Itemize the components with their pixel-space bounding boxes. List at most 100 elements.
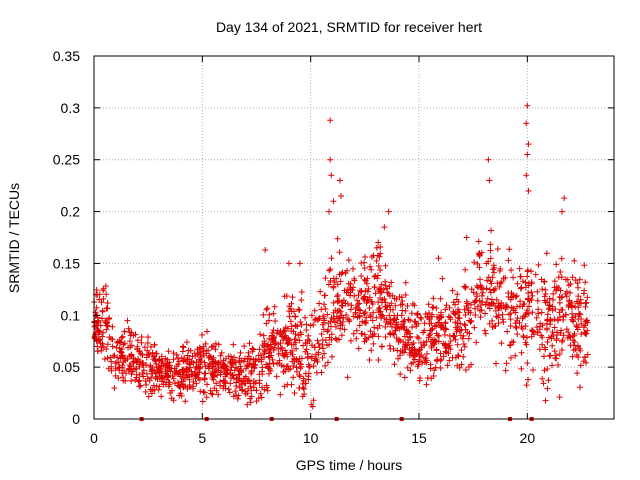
data-point [374, 275, 381, 282]
data-point [555, 361, 562, 368]
data-point [402, 292, 409, 299]
data-point [475, 238, 482, 245]
data-point [326, 341, 333, 348]
data-point [324, 359, 331, 366]
data-point [427, 331, 434, 338]
data-point [197, 351, 204, 358]
data-point [249, 345, 256, 352]
data-point [495, 304, 501, 311]
data-point [109, 323, 116, 330]
data-point [361, 310, 368, 317]
data-point [336, 177, 343, 184]
data-point [272, 318, 279, 325]
data-point [476, 307, 483, 314]
data-point [411, 302, 418, 309]
data-point [388, 323, 395, 330]
data-point [556, 351, 563, 358]
y-axis-label: SRMTID / TECUs [6, 183, 22, 293]
data-point [567, 289, 574, 296]
data-point [171, 380, 178, 387]
data-point [514, 280, 521, 287]
data-point [318, 369, 325, 376]
data-point [322, 362, 329, 369]
data-point [458, 347, 465, 354]
data-point [543, 250, 550, 257]
data-point [487, 241, 494, 248]
data-point [425, 301, 432, 308]
data-point [327, 266, 334, 273]
data-point [487, 247, 494, 254]
data-point [432, 364, 439, 371]
data-point [553, 286, 560, 293]
data-point [179, 348, 186, 355]
data-point [269, 336, 276, 343]
data-point [350, 313, 357, 320]
data-point [489, 323, 496, 330]
data-point [365, 285, 372, 292]
axis-ticks: 0 5 10 15 20 0 0.05 0.1 0.15 0.2 0.25 0.3 0.35 [53, 48, 614, 446]
data-point [363, 300, 370, 307]
data-point [496, 267, 503, 274]
data-point [512, 352, 519, 359]
data-point [209, 364, 216, 371]
data-point [575, 354, 582, 361]
data-point [282, 347, 289, 354]
data-point [486, 286, 493, 293]
data-point [324, 311, 331, 318]
data-point [349, 265, 356, 272]
data-point [99, 308, 106, 315]
data-point [182, 398, 189, 405]
data-point [157, 365, 164, 372]
data-point [295, 332, 302, 339]
data-point [300, 375, 307, 382]
data-point [227, 367, 234, 374]
grid-lines [94, 56, 614, 419]
data-point [118, 353, 125, 360]
data-point [170, 350, 177, 357]
data-point [174, 379, 181, 386]
data-point [296, 384, 303, 391]
data-point [358, 330, 365, 337]
data-point [327, 318, 334, 325]
data-point [202, 363, 209, 370]
chart-title: Day 134 of 2021, SRMTID for receiver her… [216, 19, 482, 35]
data-point [237, 363, 244, 370]
data-point [514, 315, 521, 322]
data-point [144, 339, 151, 346]
data-point [578, 320, 585, 327]
data-point [528, 297, 535, 304]
data-point [524, 360, 531, 367]
data-point [544, 385, 551, 392]
data-point [545, 306, 552, 313]
data-point [530, 331, 537, 338]
data-point [536, 346, 543, 353]
data-point [539, 334, 546, 341]
data-point [559, 208, 565, 215]
data-point [407, 367, 414, 374]
data-point [276, 329, 283, 336]
data-point [303, 327, 310, 334]
data-point [196, 376, 203, 383]
data-point [404, 328, 411, 335]
data-point [280, 337, 287, 344]
data-point [534, 297, 541, 304]
data-point [519, 315, 526, 322]
data-point [293, 345, 300, 352]
data-point [140, 367, 147, 374]
data-point [344, 300, 351, 307]
data-point [381, 224, 388, 231]
x-tick-label: 5 [198, 430, 206, 446]
data-point [212, 346, 219, 353]
data-point [187, 361, 194, 368]
data-point [237, 349, 244, 356]
data-point [276, 360, 283, 367]
data-point [285, 366, 292, 373]
data-point [170, 356, 177, 363]
data-point [575, 315, 582, 322]
data-point [415, 320, 422, 327]
data-point [100, 329, 107, 336]
data-point [325, 327, 332, 334]
data-point [539, 322, 546, 329]
data-point [282, 332, 289, 339]
data-point [246, 377, 253, 384]
